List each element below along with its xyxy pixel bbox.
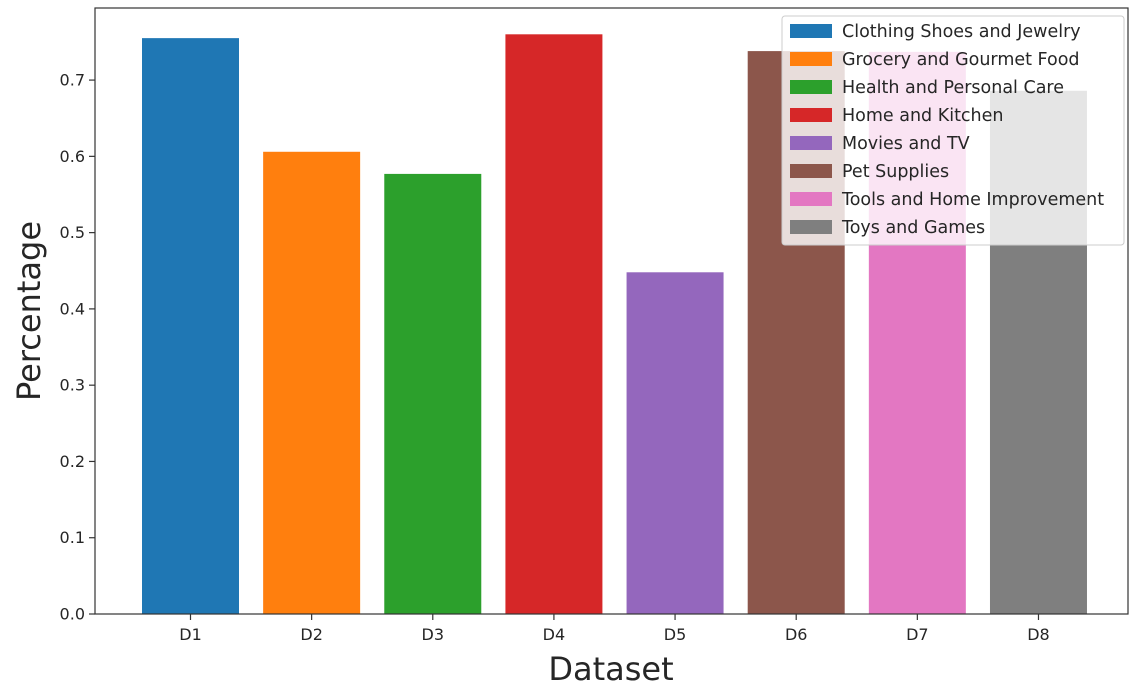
y-tick-label: 0.1 [60,528,85,547]
y-tick-label: 0.2 [60,452,85,471]
legend-swatch [790,80,832,94]
y-tick-label: 0.5 [60,223,85,242]
x-tick-label: D2 [300,625,323,644]
legend-label: Home and Kitchen [842,106,1004,126]
legend-swatch [790,24,832,38]
legend-label: Health and Personal Care [842,78,1064,98]
legend: Clothing Shoes and Jewelry Grocery and Go… [781,15,1125,246]
x-tick-label: D1 [179,625,202,644]
legend-swatch [790,164,832,178]
y-tick-label: 0.3 [60,376,85,395]
legend-label: Toys and Games [841,218,985,238]
y-tick-label: 0.0 [60,605,85,624]
bar-d5 [626,272,724,614]
y-tick-label: 0.7 [60,71,85,90]
legend-swatch [790,52,832,66]
plot-area-frame [94,7,1129,615]
y-tick-label: 0.4 [60,299,85,318]
x-tick-label: D3 [422,625,445,644]
x-tick-label: D5 [664,625,687,644]
y-axis-title: Percentage [10,221,48,401]
bar-d1 [142,38,239,614]
legend-label: Grocery and Gourmet Food [842,50,1080,70]
legend-swatch [790,192,832,206]
legend-frame [781,15,1125,246]
x-tick-label: D4 [543,625,566,644]
legend-label: Pet Supplies [842,162,949,182]
legend-swatch [790,108,832,122]
x-tick-label: D7 [906,625,929,644]
bar-d4 [505,34,603,615]
legend-swatch [790,136,832,150]
legend-label: Movies and TV [842,134,970,154]
x-axis-title: Dataset [548,650,673,685]
legend-label: Clothing Shoes and Jewelry [842,22,1081,42]
x-tick-label: D8 [1027,625,1050,644]
bar-d2 [263,151,361,614]
y-tick-label: 0.6 [60,147,85,166]
x-tick-label: D6 [785,625,808,644]
legend-label: Tools and Home Improvement [841,190,1104,210]
bar-d3 [384,173,482,614]
legend-swatch [790,220,832,234]
